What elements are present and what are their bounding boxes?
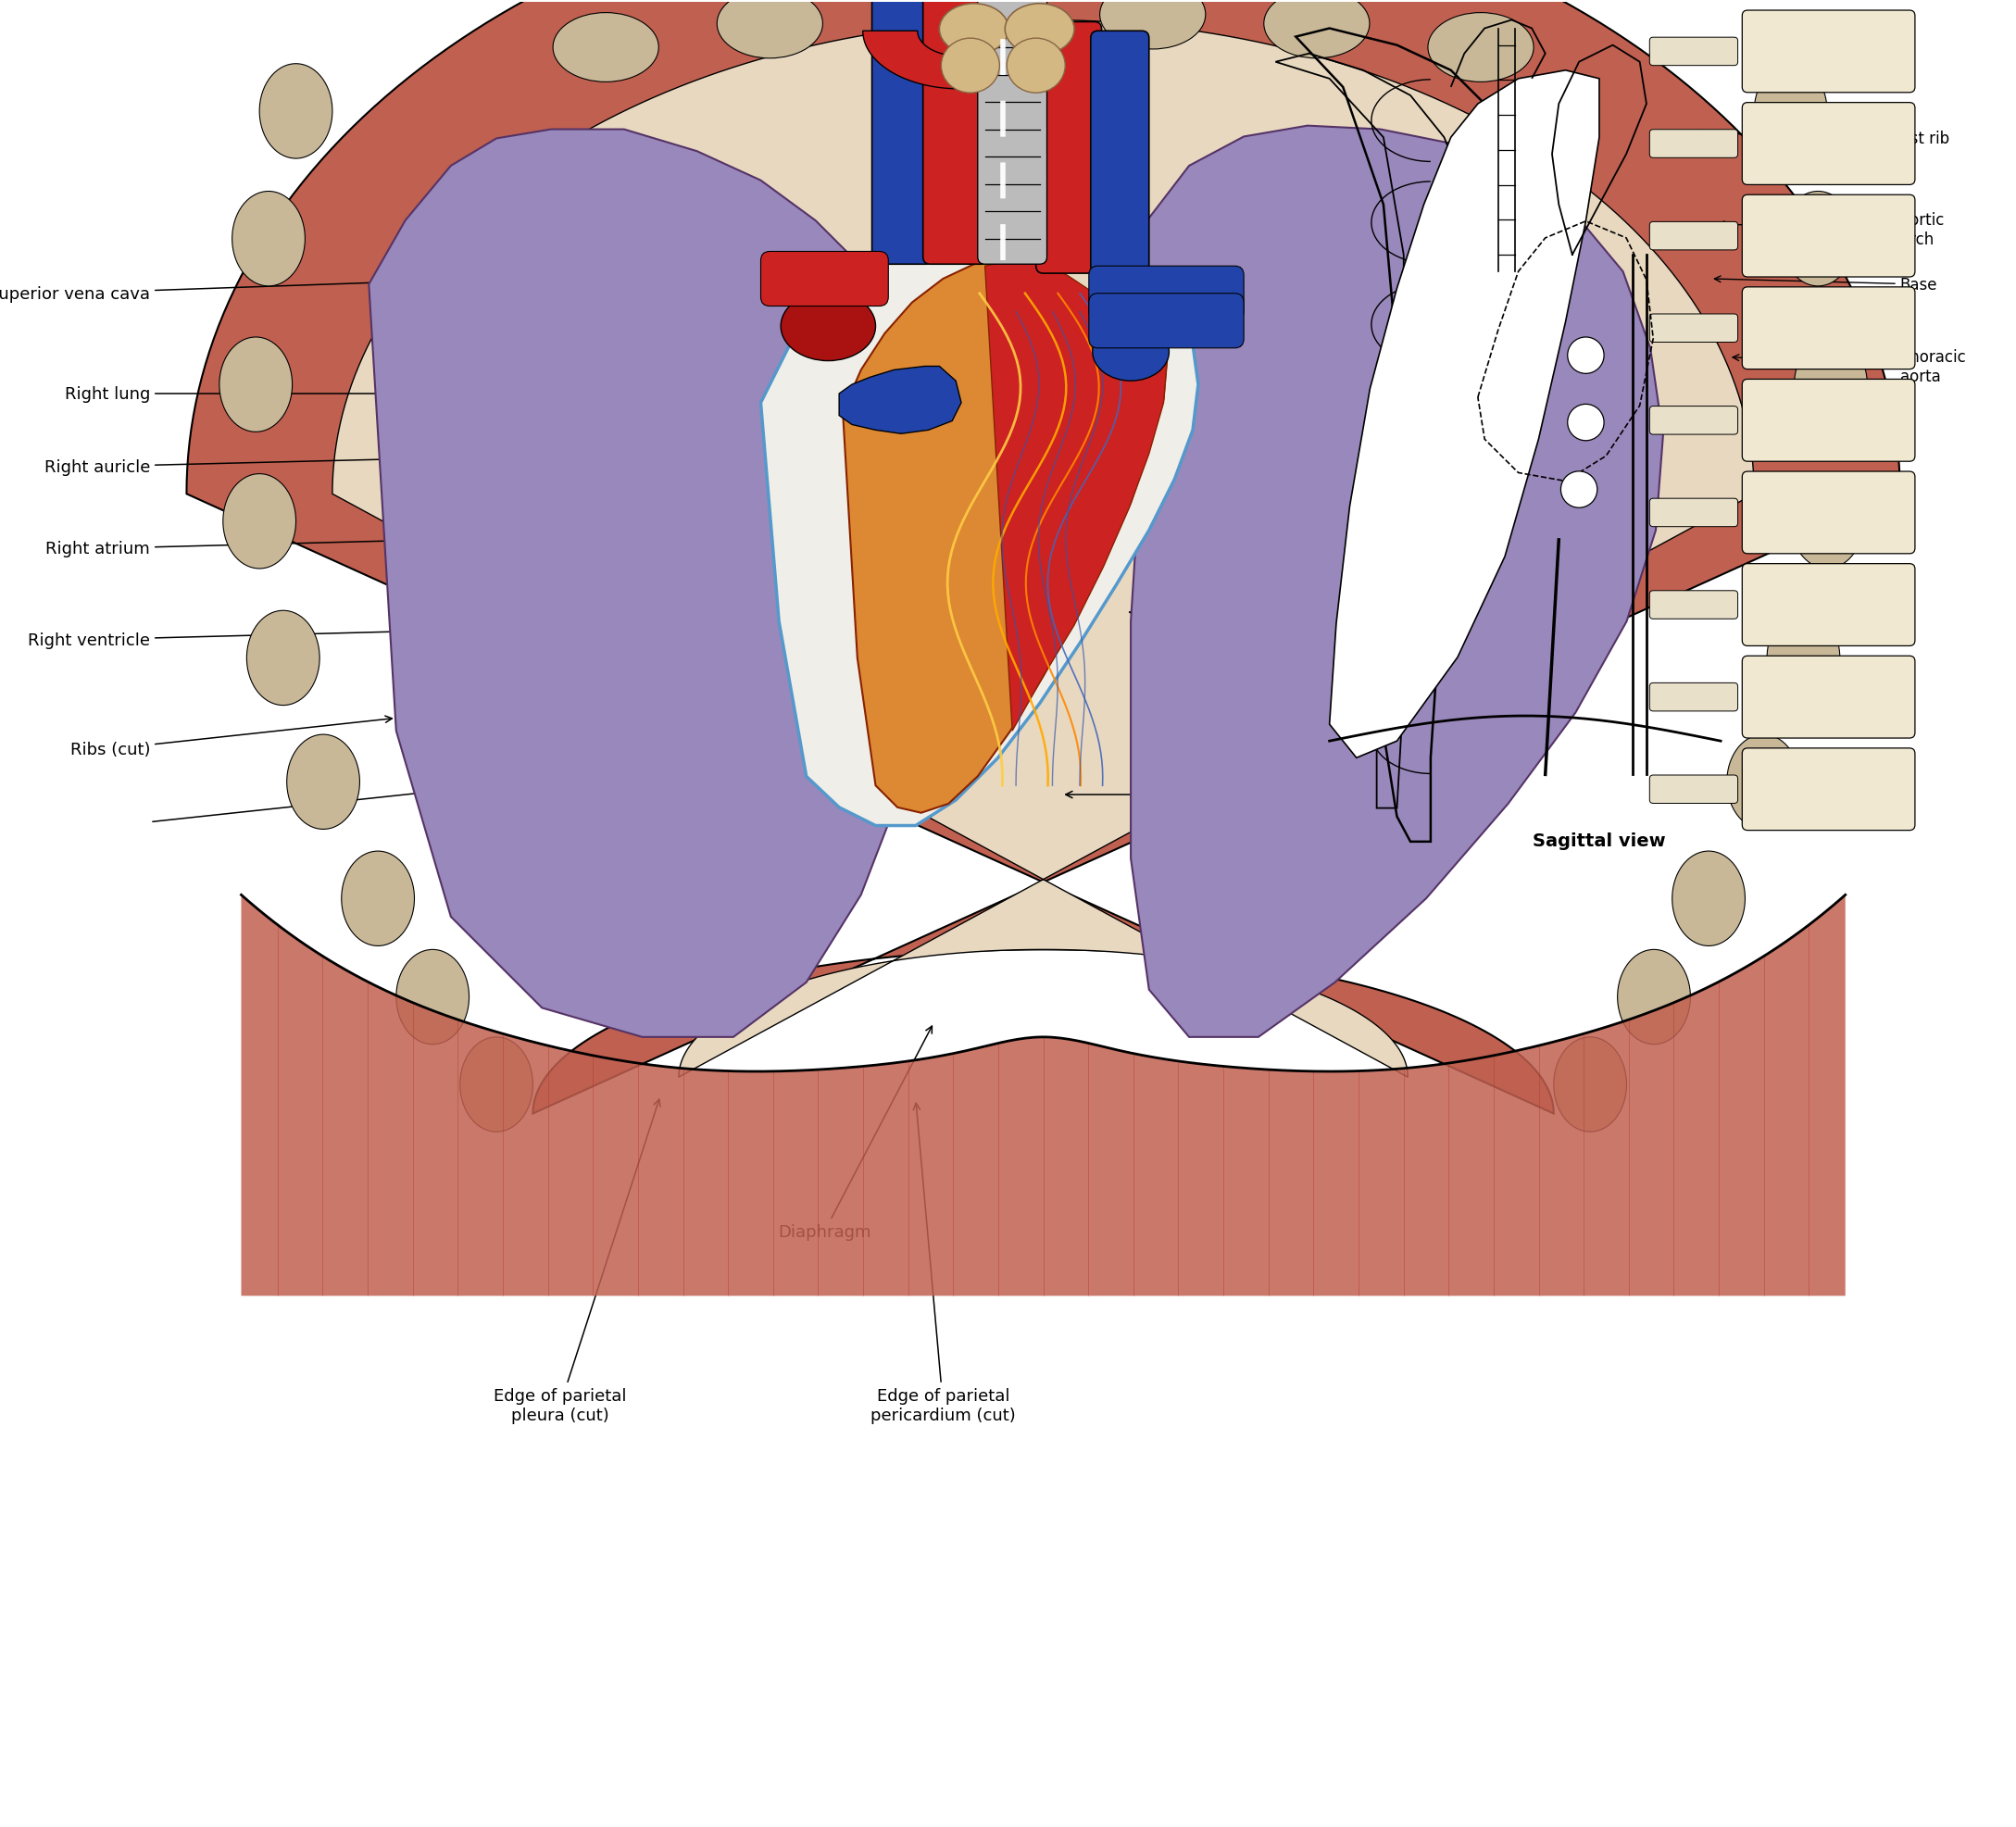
Text: Pericardial cavity: Pericardial cavity (1165, 696, 1514, 713)
Ellipse shape (220, 338, 292, 433)
Ellipse shape (1790, 475, 1863, 570)
Ellipse shape (1794, 338, 1867, 433)
Text: Esophagus: Esophagus (1242, 550, 1516, 579)
FancyBboxPatch shape (1742, 471, 1915, 554)
FancyBboxPatch shape (1742, 380, 1915, 462)
Text: Thoracic
aorta: Thoracic aorta (1732, 349, 1966, 385)
FancyBboxPatch shape (1742, 195, 1915, 278)
Ellipse shape (260, 64, 333, 159)
Ellipse shape (1101, 0, 1206, 49)
Text: Right ventricle: Right ventricle (28, 619, 784, 649)
Polygon shape (242, 895, 1845, 1295)
Ellipse shape (460, 1038, 532, 1133)
Text: Inferior vena cava: Inferior vena cava (1167, 513, 1492, 539)
FancyBboxPatch shape (1649, 592, 1738, 619)
Circle shape (1568, 406, 1605, 442)
Text: Ribs (cut): Ribs (cut) (71, 716, 391, 758)
Polygon shape (369, 130, 939, 1038)
Text: Pulmonary trunk: Pulmonary trunk (1002, 358, 1510, 375)
Text: Thymus: Thymus (1252, 259, 1458, 294)
Text: Left lung: Left lung (1230, 495, 1443, 512)
Ellipse shape (941, 38, 1000, 93)
Ellipse shape (232, 192, 304, 287)
Polygon shape (839, 367, 962, 435)
FancyBboxPatch shape (1649, 314, 1738, 343)
Ellipse shape (718, 0, 823, 58)
FancyBboxPatch shape (1649, 776, 1738, 804)
Text: Trachea: Trachea (1254, 181, 1450, 197)
Circle shape (1568, 338, 1605, 375)
Polygon shape (986, 261, 1167, 731)
Ellipse shape (246, 610, 321, 705)
Ellipse shape (1671, 851, 1746, 946)
Ellipse shape (1617, 950, 1689, 1045)
Text: Arch of aorta: Arch of aorta (1030, 285, 1480, 303)
Ellipse shape (1093, 323, 1169, 382)
Ellipse shape (1554, 1038, 1627, 1133)
Text: Edge of parietal
pleura (cut): Edge of parietal pleura (cut) (494, 1100, 661, 1423)
Text: Diaphragm: Diaphragm (1214, 464, 1443, 481)
Ellipse shape (1754, 64, 1826, 159)
Text: Edge of parietal
pericardium (cut): Edge of parietal pericardium (cut) (871, 1104, 1016, 1423)
Text: Left auricle: Left auricle (1085, 422, 1464, 438)
FancyBboxPatch shape (1742, 749, 1915, 831)
Ellipse shape (397, 950, 470, 1045)
FancyBboxPatch shape (1649, 407, 1738, 435)
Polygon shape (333, 20, 1754, 1078)
FancyBboxPatch shape (1649, 38, 1738, 66)
FancyBboxPatch shape (1089, 294, 1244, 349)
FancyBboxPatch shape (1742, 565, 1915, 647)
Ellipse shape (1427, 13, 1534, 82)
Ellipse shape (780, 292, 875, 362)
Text: Right auricle: Right auricle (44, 446, 829, 475)
FancyBboxPatch shape (760, 252, 889, 307)
FancyBboxPatch shape (1649, 130, 1738, 159)
Text: 1st rib: 1st rib (1693, 132, 1949, 148)
FancyBboxPatch shape (1742, 287, 1915, 369)
FancyBboxPatch shape (873, 0, 933, 265)
Polygon shape (863, 31, 1056, 90)
Text: Sagittal view: Sagittal view (1532, 831, 1665, 850)
FancyBboxPatch shape (1091, 31, 1149, 274)
FancyBboxPatch shape (1742, 656, 1915, 738)
Ellipse shape (1006, 4, 1075, 55)
Polygon shape (187, 0, 1899, 1114)
Ellipse shape (224, 475, 296, 570)
Ellipse shape (1006, 38, 1064, 93)
Ellipse shape (1728, 734, 1800, 829)
Polygon shape (843, 261, 1167, 813)
FancyBboxPatch shape (1742, 11, 1915, 93)
Polygon shape (1131, 126, 1663, 1038)
FancyBboxPatch shape (978, 0, 1046, 265)
FancyBboxPatch shape (1036, 22, 1101, 274)
FancyBboxPatch shape (1089, 267, 1244, 322)
FancyBboxPatch shape (923, 0, 988, 265)
Text: Diaphragm: Diaphragm (778, 1027, 931, 1241)
FancyBboxPatch shape (1649, 683, 1738, 713)
FancyBboxPatch shape (1649, 223, 1738, 250)
Text: Base: Base (1714, 276, 1937, 294)
Ellipse shape (1766, 610, 1841, 705)
Text: Mediastinum: Mediastinum (990, 230, 1480, 248)
Text: Superior vena cava: Superior vena cava (0, 263, 849, 303)
Circle shape (1560, 471, 1597, 508)
FancyBboxPatch shape (1742, 104, 1915, 186)
Ellipse shape (341, 851, 415, 946)
Polygon shape (760, 248, 1198, 826)
Text: Apex of heart: Apex of heart (1066, 787, 1484, 804)
Text: Left ventricle: Left ventricle (1129, 605, 1482, 621)
Ellipse shape (552, 13, 659, 82)
Ellipse shape (881, 0, 986, 49)
Text: Aortic
arch: Aortic arch (1718, 212, 1945, 248)
Ellipse shape (1264, 0, 1369, 58)
Ellipse shape (1782, 192, 1855, 287)
Polygon shape (1329, 71, 1599, 758)
Text: Right lung: Right lung (65, 385, 575, 402)
FancyBboxPatch shape (1649, 499, 1738, 528)
Ellipse shape (939, 4, 1008, 55)
Ellipse shape (286, 734, 359, 829)
Text: Right atrium: Right atrium (46, 528, 792, 557)
